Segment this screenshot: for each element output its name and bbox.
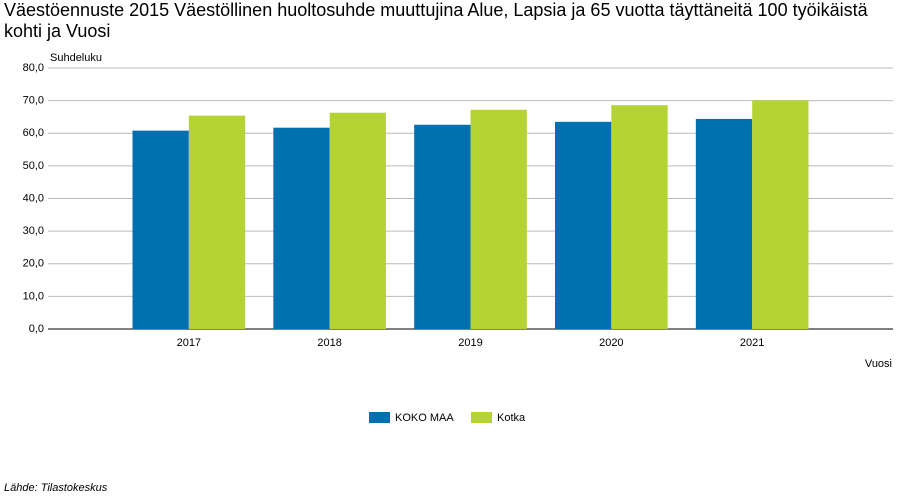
legend-label: KOKO MAA (395, 412, 454, 424)
legend-swatch (471, 412, 492, 423)
y-tick-label: 40,0 (23, 192, 44, 204)
y-tick-label: 70,0 (23, 95, 44, 107)
bar (188, 115, 246, 329)
y-tick-label: 60,0 (23, 127, 44, 139)
x-axis-label: Vuosi (865, 358, 892, 370)
bar (329, 112, 386, 329)
y-tick-label: 10,0 (23, 290, 44, 302)
x-tick-label: 2019 (458, 337, 482, 349)
x-tick-label: 2018 (317, 337, 341, 349)
legend-label: Kotka (497, 412, 526, 424)
x-tick-label: 2020 (599, 337, 623, 349)
bar (752, 100, 809, 329)
y-tick-label: 20,0 (23, 258, 44, 270)
x-tick-label: 2021 (740, 337, 764, 349)
y-tick-label: 80,0 (23, 62, 44, 74)
bar (695, 118, 753, 330)
bar (555, 121, 612, 329)
x-tick-label: 2017 (177, 337, 201, 349)
bar (611, 105, 668, 329)
y-tick-label: 0,0 (29, 323, 44, 335)
chart-title: Väestöennuste 2015 Väestöllinen huoltosu… (4, 0, 868, 41)
y-axis-label: Suhdeluku (50, 52, 102, 64)
bar (273, 127, 330, 329)
bar (414, 124, 471, 329)
bar (132, 130, 189, 329)
y-tick-label: 50,0 (23, 160, 44, 172)
bar (470, 109, 527, 329)
legend-swatch (369, 412, 390, 423)
source: Lähde: Tilastokeskus (4, 482, 108, 494)
y-tick-label: 30,0 (23, 225, 44, 237)
